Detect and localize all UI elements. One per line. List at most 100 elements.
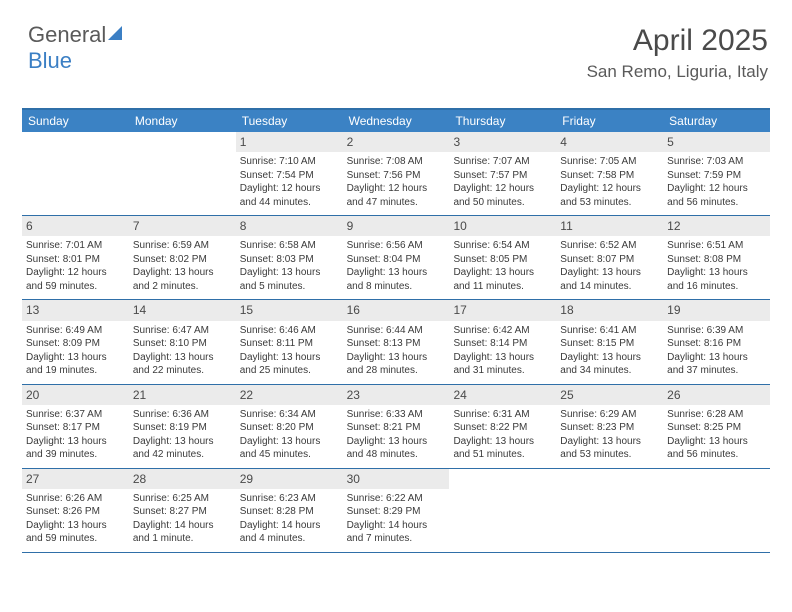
day-header: Thursday <box>449 110 556 132</box>
calendar-day: 8 Sunrise: 6:58 AMSunset: 8:03 PMDaylight… <box>236 216 343 299</box>
sunrise-text: Sunrise: 7:01 AM <box>26 239 125 253</box>
calendar-day: 2Sunrise: 7:08 AMSunset: 7:56 PMDaylight… <box>343 132 450 215</box>
day-details: Sunrise: 6:31 AMSunset: 8:22 PMDaylight:… <box>449 408 556 462</box>
day-details: Sunrise: 7:07 AMSunset: 7:57 PMDaylight:… <box>449 155 556 209</box>
sunrise-text: Sunrise: 6:49 AM <box>26 324 125 338</box>
day-details: Sunrise: 6:33 AMSunset: 8:21 PMDaylight:… <box>343 408 450 462</box>
day-details: Sunrise: 6:47 AMSunset: 8:10 PMDaylight:… <box>129 324 236 378</box>
day-details: Sunrise: 6:26 AMSunset: 8:26 PMDaylight:… <box>22 492 129 546</box>
daylight-text: Daylight: 13 hours and 51 minutes. <box>453 435 552 462</box>
day-details: Sunrise: 7:01 AMSunset: 8:01 PMDaylight:… <box>22 239 129 293</box>
calendar-day: 7 Sunrise: 6:59 AMSunset: 8:02 PMDaylight… <box>129 216 236 299</box>
day-number: 17 <box>449 300 556 320</box>
day-number: 5 <box>663 132 770 152</box>
daylight-text: Daylight: 13 hours and 8 minutes. <box>347 266 446 293</box>
daylight-text: Daylight: 12 hours and 47 minutes. <box>347 182 446 209</box>
day-header: Saturday <box>663 110 770 132</box>
day-details: Sunrise: 6:58 AMSunset: 8:03 PMDaylight:… <box>236 239 343 293</box>
calendar-day: 21Sunrise: 6:36 AMSunset: 8:19 PMDayligh… <box>129 385 236 468</box>
sunrise-text: Sunrise: 7:05 AM <box>560 155 659 169</box>
day-number: 4 <box>556 132 663 152</box>
sunset-text: Sunset: 8:22 PM <box>453 421 552 435</box>
sunrise-text: Sunrise: 6:42 AM <box>453 324 552 338</box>
day-header: Monday <box>129 110 236 132</box>
daylight-text: Daylight: 13 hours and 53 minutes. <box>560 435 659 462</box>
sunset-text: Sunset: 8:02 PM <box>133 253 232 267</box>
calendar-day <box>22 132 129 215</box>
page-title: April 2025 <box>587 24 768 58</box>
sunset-text: Sunset: 8:25 PM <box>667 421 766 435</box>
daylight-text: Daylight: 14 hours and 7 minutes. <box>347 519 446 546</box>
calendar-day: 20Sunrise: 6:37 AMSunset: 8:17 PMDayligh… <box>22 385 129 468</box>
day-number: 25 <box>556 385 663 405</box>
sunrise-text: Sunrise: 6:29 AM <box>560 408 659 422</box>
calendar-day <box>556 469 663 552</box>
sunrise-text: Sunrise: 7:07 AM <box>453 155 552 169</box>
day-number: 24 <box>449 385 556 405</box>
sunset-text: Sunset: 8:19 PM <box>133 421 232 435</box>
calendar-day: 22Sunrise: 6:34 AMSunset: 8:20 PMDayligh… <box>236 385 343 468</box>
sunset-text: Sunset: 8:09 PM <box>26 337 125 351</box>
daylight-text: Daylight: 12 hours and 53 minutes. <box>560 182 659 209</box>
daylight-text: Daylight: 12 hours and 50 minutes. <box>453 182 552 209</box>
sunrise-text: Sunrise: 6:26 AM <box>26 492 125 506</box>
day-details: Sunrise: 6:28 AMSunset: 8:25 PMDaylight:… <box>663 408 770 462</box>
calendar-day: 28Sunrise: 6:25 AMSunset: 8:27 PMDayligh… <box>129 469 236 552</box>
sunset-text: Sunset: 8:14 PM <box>453 337 552 351</box>
sunset-text: Sunset: 8:29 PM <box>347 505 446 519</box>
daylight-text: Daylight: 13 hours and 16 minutes. <box>667 266 766 293</box>
day-details: Sunrise: 6:59 AMSunset: 8:02 PMDaylight:… <box>129 239 236 293</box>
sunrise-text: Sunrise: 6:25 AM <box>133 492 232 506</box>
daylight-text: Daylight: 12 hours and 56 minutes. <box>667 182 766 209</box>
logo-triangle-icon <box>108 26 122 40</box>
daylight-text: Daylight: 13 hours and 39 minutes. <box>26 435 125 462</box>
calendar-week: 6 Sunrise: 7:01 AMSunset: 8:01 PMDaylight… <box>22 216 770 300</box>
sunset-text: Sunset: 8:16 PM <box>667 337 766 351</box>
sunset-text: Sunset: 8:04 PM <box>347 253 446 267</box>
day-number: 12 <box>663 216 770 236</box>
calendar-day: 5Sunrise: 7:03 AMSunset: 7:59 PMDaylight… <box>663 132 770 215</box>
day-details: Sunrise: 6:29 AMSunset: 8:23 PMDaylight:… <box>556 408 663 462</box>
day-details: Sunrise: 6:25 AMSunset: 8:27 PMDaylight:… <box>129 492 236 546</box>
title-block: April 2025 San Remo, Liguria, Italy <box>587 24 768 82</box>
daylight-text: Daylight: 13 hours and 37 minutes. <box>667 351 766 378</box>
day-number: 7 <box>129 216 236 236</box>
sunrise-text: Sunrise: 6:31 AM <box>453 408 552 422</box>
sunset-text: Sunset: 8:10 PM <box>133 337 232 351</box>
day-details: Sunrise: 6:42 AMSunset: 8:14 PMDaylight:… <box>449 324 556 378</box>
sunrise-text: Sunrise: 6:51 AM <box>667 239 766 253</box>
daylight-text: Daylight: 13 hours and 28 minutes. <box>347 351 446 378</box>
sunset-text: Sunset: 8:26 PM <box>26 505 125 519</box>
sunrise-text: Sunrise: 7:08 AM <box>347 155 446 169</box>
day-number: 1 <box>236 132 343 152</box>
day-number: 22 <box>236 385 343 405</box>
day-number: 3 <box>449 132 556 152</box>
day-details: Sunrise: 6:23 AMSunset: 8:28 PMDaylight:… <box>236 492 343 546</box>
calendar-day: 18Sunrise: 6:41 AMSunset: 8:15 PMDayligh… <box>556 300 663 383</box>
day-number: 27 <box>22 469 129 489</box>
daylight-text: Daylight: 13 hours and 11 minutes. <box>453 266 552 293</box>
calendar-header-row: SundayMondayTuesdayWednesdayThursdayFrid… <box>22 110 770 132</box>
sunset-text: Sunset: 8:05 PM <box>453 253 552 267</box>
sunrise-text: Sunrise: 7:10 AM <box>240 155 339 169</box>
day-number: 6 <box>22 216 129 236</box>
calendar-day: 23 Sunrise: 6:33 AMSunset: 8:21 PMDayligh… <box>343 385 450 468</box>
day-number: 23 <box>343 385 450 405</box>
day-details: Sunrise: 6:37 AMSunset: 8:17 PMDaylight:… <box>22 408 129 462</box>
day-number: 18 <box>556 300 663 320</box>
day-details: Sunrise: 6:56 AMSunset: 8:04 PMDaylight:… <box>343 239 450 293</box>
day-number: 8 <box>236 216 343 236</box>
daylight-text: Daylight: 14 hours and 1 minute. <box>133 519 232 546</box>
day-number: 16 <box>343 300 450 320</box>
calendar-day: 25 Sunrise: 6:29 AMSunset: 8:23 PMDayligh… <box>556 385 663 468</box>
sunset-text: Sunset: 7:56 PM <box>347 169 446 183</box>
daylight-text: Daylight: 12 hours and 59 minutes. <box>26 266 125 293</box>
sunset-text: Sunset: 8:13 PM <box>347 337 446 351</box>
daylight-text: Daylight: 13 hours and 22 minutes. <box>133 351 232 378</box>
sunset-text: Sunset: 8:11 PM <box>240 337 339 351</box>
day-number: 19 <box>663 300 770 320</box>
sunrise-text: Sunrise: 7:03 AM <box>667 155 766 169</box>
calendar-day: 14Sunrise: 6:47 AMSunset: 8:10 PMDayligh… <box>129 300 236 383</box>
calendar-day: 16Sunrise: 6:44 AMSunset: 8:13 PMDayligh… <box>343 300 450 383</box>
calendar-day: 17 Sunrise: 6:42 AMSunset: 8:14 PMDayligh… <box>449 300 556 383</box>
